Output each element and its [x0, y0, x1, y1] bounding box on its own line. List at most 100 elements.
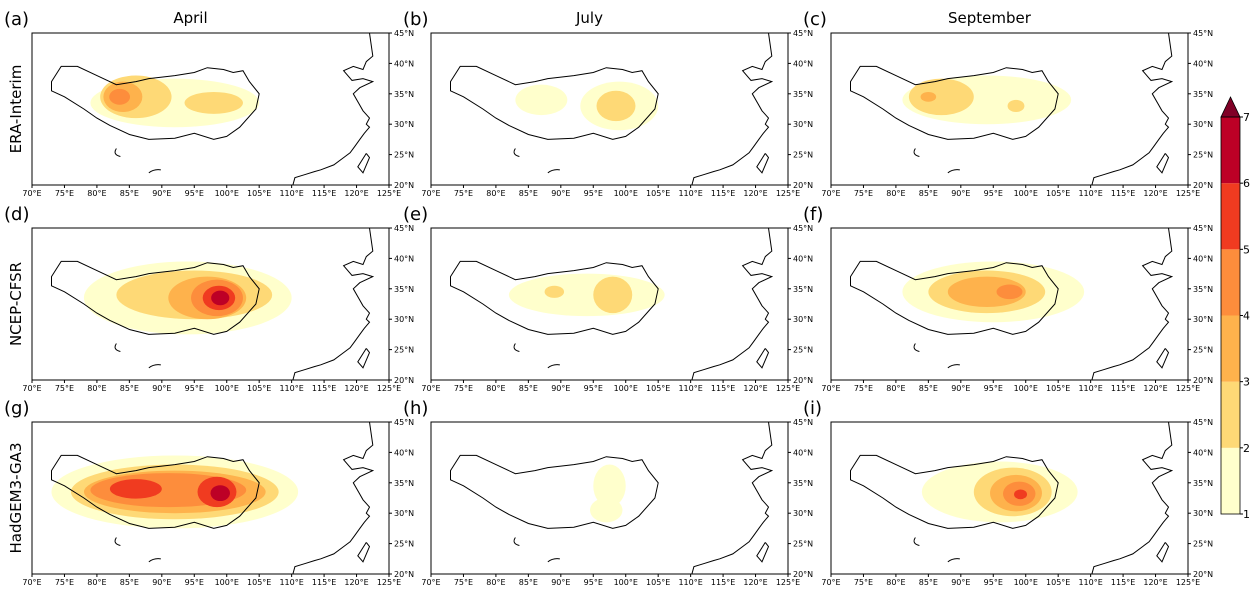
y-tick-label: 25°N — [793, 540, 813, 549]
x-tick-label: 125°E — [1176, 578, 1200, 586]
x-tick-label: 105°E — [646, 189, 670, 198]
map-content — [51, 228, 375, 380]
river — [114, 343, 161, 369]
x-tick-label: 110°E — [678, 384, 702, 393]
y-tick-label: 25°N — [793, 151, 813, 160]
x-tick-label: 125°E — [1176, 189, 1200, 198]
contour-fill — [211, 290, 230, 306]
x-tick-label: 75°E — [55, 578, 74, 586]
x-tick-label: 70°E — [22, 578, 41, 586]
map-panel: (h) 70°E 75°E 80°E 85°E 90°E 95°E 100°E 105°E 110… — [403, 398, 813, 587]
contour-fill — [184, 91, 243, 114]
river — [513, 343, 560, 369]
y-tick-label: 20°N — [793, 570, 813, 579]
coastline — [1091, 422, 1174, 574]
row-label: NCEP-CFSR — [7, 262, 25, 346]
map-content — [450, 33, 774, 185]
panel-label: (b) — [403, 9, 428, 30]
x-tick-label: 75°E — [454, 189, 473, 198]
x-tick-label: 110°E — [1078, 189, 1102, 198]
x-tick-label: 105°E — [1046, 384, 1070, 393]
x-tick-label: 125°E — [776, 578, 800, 586]
x-tick-label: 85°E — [519, 189, 538, 198]
x-tick-label: 120°E — [344, 384, 368, 393]
x-tick-label: 85°E — [919, 189, 938, 198]
map-content — [450, 228, 774, 380]
x-tick-label: 70°E — [421, 384, 440, 393]
colorbar-tick-label: 7 — [1243, 111, 1250, 124]
colorbar-tick-label: 1 — [1243, 508, 1250, 521]
row-label: ERA-Interim — [7, 65, 25, 154]
x-tick-label: 115°E — [312, 578, 336, 586]
y-tick-label: 40°N — [394, 448, 414, 457]
y-tick-label: 40°N — [1193, 59, 1213, 68]
x-tick-label: 95°E — [984, 384, 1003, 393]
map-frame — [430, 32, 789, 186]
map-panel: (i) 70°E 75°E 80°E 85°E 90°E 95°E 100°E 105°E 110… — [803, 398, 1213, 587]
x-tick-label: 90°E — [951, 189, 970, 198]
y-tick-label: 20°N — [1193, 570, 1213, 579]
x-tick-label: 115°E — [711, 578, 735, 586]
y-tick-label: 20°N — [394, 376, 414, 385]
panel-label: (c) — [803, 9, 827, 30]
x-tick-label: 85°E — [120, 384, 139, 393]
colorbar-tick-label: 3 — [1243, 376, 1250, 389]
y-tick-label: 40°N — [793, 448, 813, 457]
x-tick-label: 110°E — [678, 578, 702, 586]
y-tick-label: 45°N — [793, 418, 813, 427]
y-tick-label: 25°N — [394, 346, 414, 355]
river — [513, 148, 560, 174]
x-tick-label: 100°E — [1014, 578, 1038, 586]
y-tick-label: 45°N — [394, 224, 414, 233]
map-frame — [830, 227, 1189, 381]
map-frame — [430, 227, 789, 381]
x-tick-label: 125°E — [377, 578, 401, 586]
column-title: September — [948, 9, 1032, 27]
colorbar-segment — [1221, 249, 1240, 316]
x-tick-label: 110°E — [1078, 384, 1102, 393]
y-tick-label: 30°N — [793, 315, 813, 324]
x-tick-label: 80°E — [886, 578, 905, 586]
x-tick-label: 105°E — [1046, 189, 1070, 198]
coastline — [292, 228, 375, 380]
x-tick-label: 85°E — [919, 384, 938, 393]
panel-label: (g) — [4, 398, 29, 419]
coastline — [1156, 348, 1170, 369]
y-tick-label: 35°N — [1193, 479, 1213, 488]
x-tick-label: 110°E — [678, 189, 702, 198]
coastline — [691, 422, 774, 574]
coastline — [357, 153, 371, 174]
x-tick-label: 120°E — [1143, 578, 1167, 586]
y-tick-label: 45°N — [1193, 29, 1213, 38]
map-panel: (f) 70°E 75°E 80°E 85°E 90°E 95°E 100°E 105°E 110… — [803, 204, 1213, 393]
y-tick-label: 40°N — [394, 59, 414, 68]
coastline — [756, 153, 770, 174]
y-tick-label: 40°N — [1193, 448, 1213, 457]
contour-fill — [544, 285, 565, 298]
y-tick-label: 30°N — [1193, 509, 1213, 518]
y-tick-label: 45°N — [394, 418, 414, 427]
x-tick-label: 115°E — [1111, 578, 1135, 586]
x-tick-label: 95°E — [185, 189, 204, 198]
x-tick-label: 115°E — [711, 384, 735, 393]
contour-fill — [1014, 489, 1028, 500]
river — [913, 537, 960, 563]
contour-fill — [920, 91, 937, 102]
x-tick-label: 85°E — [120, 189, 139, 198]
x-tick-label: 110°E — [279, 578, 303, 586]
colorbar-tick-label: 4 — [1243, 310, 1250, 323]
y-tick-label: 20°N — [394, 181, 414, 190]
plateau-outline — [450, 454, 659, 529]
colorbar-tick-label: 6 — [1243, 177, 1250, 190]
river — [513, 537, 560, 563]
y-tick-label: 35°N — [793, 285, 813, 294]
x-tick-label: 75°E — [55, 189, 74, 198]
x-tick-label: 80°E — [87, 384, 106, 393]
x-tick-label: 90°E — [551, 578, 570, 586]
x-tick-label: 90°E — [152, 578, 171, 586]
coastline — [691, 228, 774, 380]
y-tick-label: 20°N — [793, 181, 813, 190]
colorbar-tick-label: 2 — [1243, 442, 1250, 455]
y-tick-label: 35°N — [394, 285, 414, 294]
x-tick-label: 85°E — [120, 578, 139, 586]
